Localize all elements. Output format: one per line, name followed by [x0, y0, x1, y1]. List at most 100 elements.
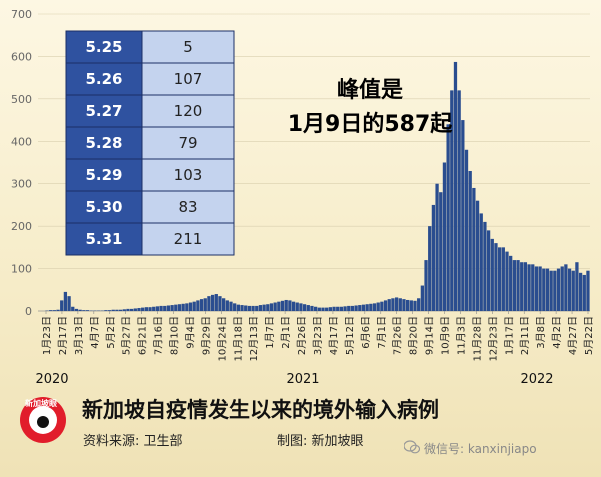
x-tick-label: 11月3日 [455, 316, 467, 355]
table-date: 5.26 [85, 70, 122, 88]
bar [174, 304, 178, 311]
bar [314, 306, 318, 311]
chart-credit: 制图: 新加坡眼 [277, 434, 364, 449]
bar [163, 305, 167, 311]
bar [188, 302, 193, 311]
x-tick-label: 11月18日 [232, 316, 244, 361]
bar [332, 306, 336, 311]
bar [564, 264, 568, 311]
x-tick-label: 3月8日 [535, 316, 547, 349]
x-tick-label: 11月28日 [471, 316, 483, 361]
bar [325, 307, 329, 311]
bar [277, 301, 281, 311]
bar [534, 266, 539, 311]
bar [372, 303, 377, 311]
bar [464, 149, 469, 311]
bar [233, 303, 237, 311]
x-tick-label: 1月17日 [503, 316, 515, 355]
table-value: 107 [174, 70, 203, 88]
bar [269, 303, 274, 311]
bar [369, 303, 373, 311]
x-tick-label: 2月26日 [296, 316, 308, 355]
x-tick-label: 2月11日 [519, 316, 531, 355]
table-value: 120 [174, 102, 203, 120]
x-tick-label: 7月26日 [392, 316, 404, 355]
daily-cases-table: 5.25 5 5.26 107 5.27 120 5.28 79 5.29 103 5.30 83 5.… [65, 30, 235, 256]
bar [192, 301, 196, 311]
bar [280, 300, 285, 311]
bar [391, 298, 395, 311]
wechat-icon [404, 440, 420, 454]
table-value-cell [141, 190, 235, 224]
bar [512, 260, 516, 311]
table-date-cell [65, 62, 143, 96]
bar [210, 294, 215, 311]
bar [74, 308, 79, 311]
bar [442, 162, 447, 311]
bar [505, 251, 509, 311]
bar [394, 297, 399, 311]
bar [251, 305, 255, 311]
bar [284, 299, 288, 311]
bar [82, 310, 86, 311]
x-tick-label: 12月13日 [248, 316, 260, 361]
y-tick-label: 400 [11, 135, 32, 148]
x-tick-label: 10月9日 [440, 316, 452, 355]
bar [406, 299, 410, 311]
y-tick-label: 200 [11, 220, 32, 233]
bar [439, 192, 443, 311]
bar [244, 305, 248, 311]
table-value: 79 [178, 134, 197, 152]
year-label: 2021 [286, 372, 319, 387]
bar [306, 305, 310, 311]
bar [490, 238, 494, 311]
bar [225, 300, 229, 311]
bars [45, 61, 590, 311]
table-date: 5.25 [85, 38, 122, 56]
bar [52, 310, 56, 311]
x-tick-label: 9月4日 [184, 316, 196, 349]
table-value: 103 [174, 166, 203, 184]
x-tick-label: 9月14日 [424, 316, 436, 355]
bar [475, 200, 480, 311]
bar [262, 304, 266, 311]
x-tick-label: 2月1日 [280, 316, 292, 349]
table-value-cell [141, 62, 235, 96]
table-value-cell [141, 30, 235, 64]
bar [85, 310, 90, 311]
x-tick-label: 4月7日 [89, 316, 101, 349]
bar [358, 305, 362, 311]
bar [133, 308, 137, 311]
bar [71, 306, 75, 311]
bar [236, 304, 240, 311]
table-date: 5.28 [85, 134, 122, 152]
x-tick-label: 9月29日 [200, 316, 212, 355]
bar [560, 266, 564, 311]
x-tick-label: 8月20日 [408, 316, 420, 355]
bar [380, 301, 384, 311]
bar [523, 262, 528, 311]
logo-text: 新加坡眼 [25, 399, 57, 408]
bar [446, 124, 450, 311]
bar [295, 302, 299, 311]
bar [435, 183, 439, 311]
bar [118, 309, 123, 311]
bar [130, 308, 134, 311]
bar [531, 264, 535, 311]
table-date: 5.31 [85, 230, 122, 248]
bar [545, 268, 550, 311]
bar [483, 221, 487, 311]
bar [170, 305, 174, 311]
bar [63, 291, 68, 311]
table-value: 5 [183, 38, 193, 56]
bar [203, 298, 207, 311]
x-tick-label: 7月16日 [153, 316, 165, 355]
bar [571, 270, 575, 311]
table-date: 5.27 [85, 102, 122, 120]
y-tick-label: 700 [11, 8, 32, 21]
bar [185, 303, 189, 311]
bar [347, 305, 351, 311]
table-date-cell [65, 222, 143, 256]
bar [258, 305, 263, 311]
